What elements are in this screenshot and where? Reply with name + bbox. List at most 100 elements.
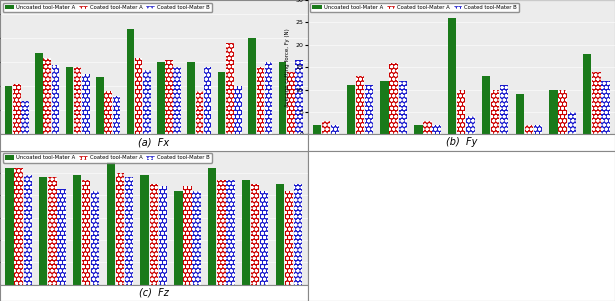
Bar	[389, 63, 398, 134]
Bar	[295, 60, 303, 134]
Bar	[143, 70, 151, 134]
Bar	[14, 169, 23, 285]
Bar	[125, 177, 133, 285]
Bar	[82, 180, 90, 285]
Bar	[432, 126, 441, 134]
Bar	[135, 57, 142, 134]
Bar	[414, 126, 423, 134]
Bar	[143, 70, 151, 134]
Bar	[592, 72, 601, 134]
Text: (a)  Fx: (a) Fx	[138, 138, 169, 147]
Bar	[226, 43, 234, 134]
Bar	[276, 184, 284, 285]
Bar	[39, 177, 47, 285]
Bar	[96, 77, 104, 134]
Bar	[248, 39, 256, 134]
Bar	[127, 29, 134, 134]
Bar	[347, 85, 355, 134]
Bar	[256, 67, 264, 134]
Bar	[457, 90, 466, 134]
Bar	[568, 112, 576, 134]
Legend: Uncoated tool-Mater A, Coated tool-Mater A, Coated tool-Mater B: Uncoated tool-Mater A, Coated tool-Mater…	[2, 153, 212, 163]
Bar	[322, 121, 330, 134]
Bar	[106, 162, 115, 285]
Bar	[601, 81, 609, 134]
Bar	[331, 126, 339, 134]
Bar	[549, 90, 558, 134]
Bar	[14, 169, 23, 285]
Bar	[82, 180, 90, 285]
Bar	[423, 121, 432, 134]
Bar	[515, 94, 524, 134]
Bar	[82, 74, 90, 134]
Bar	[534, 126, 542, 134]
Bar	[23, 175, 32, 285]
Bar	[5, 86, 12, 134]
Bar	[601, 81, 609, 134]
Bar	[558, 90, 567, 134]
Bar	[105, 91, 112, 134]
Bar	[183, 186, 192, 285]
Bar	[389, 63, 398, 134]
Bar	[125, 177, 133, 285]
Bar	[482, 76, 490, 134]
Bar	[260, 191, 268, 285]
Bar	[105, 91, 112, 134]
Bar	[192, 191, 201, 285]
Bar	[457, 90, 466, 134]
Bar	[242, 180, 250, 285]
Bar	[165, 60, 173, 134]
Bar	[208, 169, 216, 285]
Bar	[279, 62, 287, 134]
Bar	[226, 180, 235, 285]
Bar	[140, 175, 149, 285]
Bar	[294, 184, 302, 285]
Bar	[568, 112, 576, 134]
Bar	[285, 191, 293, 285]
Bar	[491, 90, 499, 134]
Bar	[48, 177, 57, 285]
Bar	[188, 62, 195, 134]
Bar	[466, 116, 475, 134]
Bar	[534, 126, 542, 134]
Bar	[23, 175, 32, 285]
X-axis label: Experimental conditions: Experimental conditions	[116, 153, 192, 158]
Bar	[285, 191, 293, 285]
Bar	[44, 57, 51, 134]
Bar	[91, 191, 100, 285]
Bar	[251, 184, 260, 285]
X-axis label: Experimental conditions: Experimental conditions	[423, 153, 499, 158]
Bar	[251, 184, 260, 285]
Legend: Uncoated tool-Mater A, Coated tool-Mater A, Coated tool-Mater B: Uncoated tool-Mater A, Coated tool-Mater…	[310, 3, 519, 12]
Bar	[74, 67, 81, 134]
Bar	[423, 121, 432, 134]
Bar	[196, 91, 203, 134]
Bar	[173, 67, 181, 134]
Bar	[592, 72, 601, 134]
Bar	[73, 175, 81, 285]
Bar	[380, 81, 389, 134]
Bar	[448, 18, 456, 134]
Bar	[331, 126, 339, 134]
Bar	[432, 126, 441, 134]
Bar	[157, 62, 165, 134]
Bar	[260, 191, 268, 285]
Bar	[149, 184, 158, 285]
Bar	[35, 53, 43, 134]
Bar	[66, 67, 73, 134]
Bar	[21, 101, 29, 134]
Bar	[52, 65, 59, 134]
Bar	[218, 72, 226, 134]
Bar	[365, 85, 373, 134]
Bar	[44, 57, 51, 134]
Bar	[264, 62, 272, 134]
Bar	[491, 90, 499, 134]
Bar	[57, 188, 66, 285]
Bar	[74, 67, 81, 134]
Bar	[192, 191, 201, 285]
Bar	[226, 180, 235, 285]
Bar	[149, 184, 158, 285]
Text: (b)  Fy: (b) Fy	[445, 138, 477, 147]
Bar	[558, 90, 567, 134]
Bar	[113, 96, 120, 134]
